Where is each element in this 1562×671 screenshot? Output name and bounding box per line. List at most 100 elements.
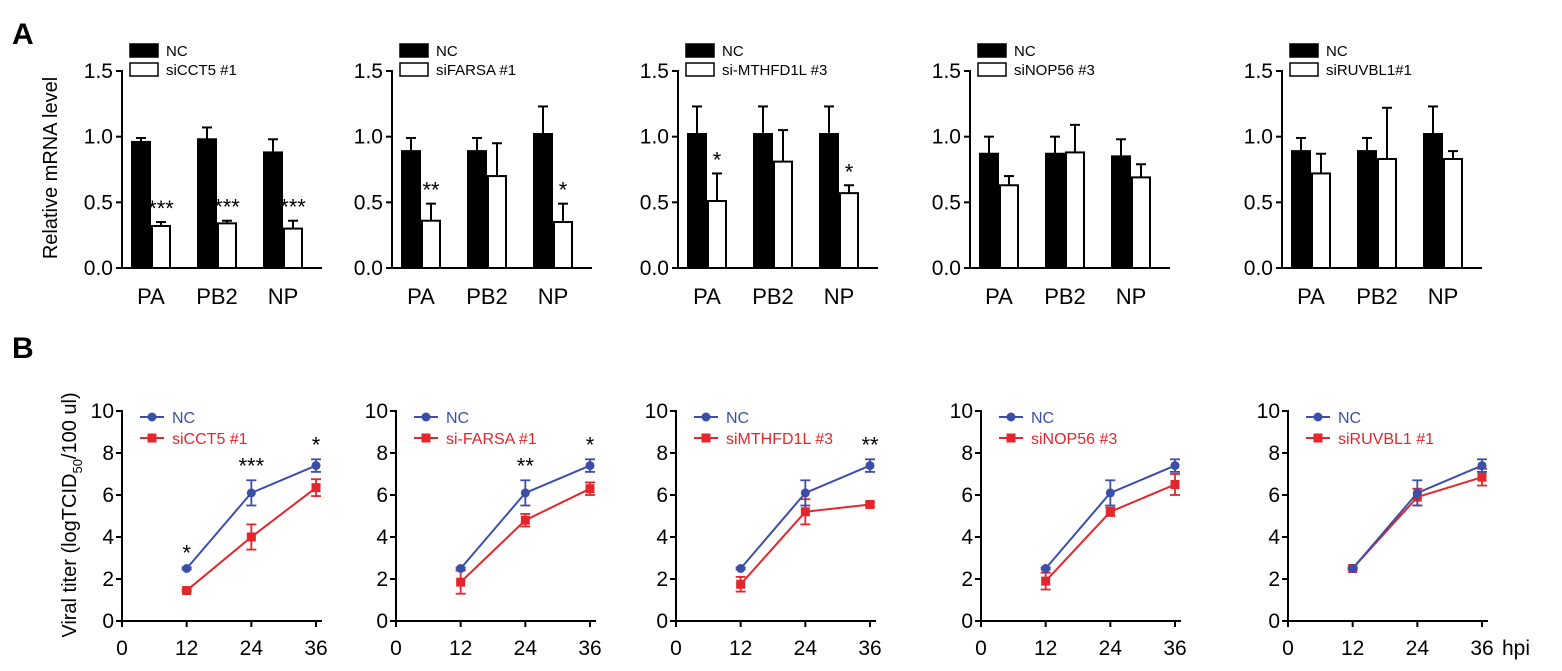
y-tick-label: 0 xyxy=(961,610,973,633)
legend-label-si: si-FARSA #1 xyxy=(446,431,537,448)
significance-label: ** xyxy=(861,432,879,457)
y-tick-label: 10 xyxy=(645,400,668,423)
legend-label-nc: NC xyxy=(436,43,458,60)
category-label: PA xyxy=(137,284,165,309)
y-tick-label: 0.0 xyxy=(354,257,383,280)
y-tick-label: 1.0 xyxy=(932,126,961,149)
y-axis-title-main: Viral titer (logTCID xyxy=(59,474,81,638)
legend-label-nc: NC xyxy=(726,410,749,427)
y-tick-label: 0 xyxy=(1268,610,1280,633)
legend-label-si: siCCT5 #1 xyxy=(166,62,237,79)
point-si xyxy=(736,579,746,589)
legend-label-nc: NC xyxy=(1338,410,1361,427)
bar-pb2-si xyxy=(487,175,507,269)
point-si xyxy=(520,515,530,525)
y-tick-label: 1.5 xyxy=(354,60,383,83)
y-tick-label: 0.0 xyxy=(640,257,669,280)
y-tick-label: 1.5 xyxy=(1244,60,1273,83)
bar-np-nc xyxy=(533,133,553,269)
y-tick-label: 6 xyxy=(1268,484,1280,507)
bar-pb2-nc xyxy=(467,150,487,269)
significance-label: *** xyxy=(238,453,264,478)
x-tick-label: 36 xyxy=(1470,637,1493,660)
point-nc xyxy=(311,461,321,471)
y-tick-label: 6 xyxy=(961,484,973,507)
point-si xyxy=(1477,472,1487,482)
bar-np-si xyxy=(283,227,303,270)
y-tick-label: 10 xyxy=(950,400,973,423)
legend-label-nc: NC xyxy=(1014,43,1036,60)
legend-marker-si xyxy=(147,433,157,443)
legend-swatch-nc xyxy=(977,43,1007,58)
y-tick-label: 1.5 xyxy=(640,60,669,83)
legend-label-nc: NC xyxy=(166,43,188,60)
y-tick-label: 0.5 xyxy=(1244,191,1273,214)
x-tick-label: 12 xyxy=(1341,637,1364,660)
legend-swatch-si xyxy=(399,62,429,77)
y-tick-label: 8 xyxy=(102,442,114,465)
category-label: NP xyxy=(1116,284,1147,309)
x-tick-label: 36 xyxy=(304,637,327,660)
bar-np-si xyxy=(839,192,859,269)
y-tick-label: 10 xyxy=(91,400,114,423)
x-tick-label: 12 xyxy=(729,637,752,660)
y-tick-label: 6 xyxy=(376,484,388,507)
category-label: NP xyxy=(1428,284,1459,309)
x-tick-label: 0 xyxy=(390,637,402,660)
point-si xyxy=(182,586,192,596)
bar-pa-si xyxy=(421,219,441,269)
x-tick-label: 24 xyxy=(240,637,264,660)
point-nc xyxy=(1041,564,1051,573)
bar-pa-si xyxy=(151,224,171,269)
bar-pb2-nc xyxy=(753,133,773,269)
legend-marker-si xyxy=(1313,433,1323,443)
point-nc xyxy=(182,564,192,573)
y-tick-label: 0.5 xyxy=(354,191,383,214)
legend-label-si: si-MTHFD1L #3 xyxy=(722,62,827,79)
legend-swatch-nc xyxy=(399,43,429,58)
y-tick-label: 1.0 xyxy=(354,126,383,149)
y-tick-label: 1.5 xyxy=(932,60,961,83)
category-label: PB2 xyxy=(466,284,508,309)
bar-pa-nc xyxy=(401,150,421,269)
y-tick-label: 10 xyxy=(1257,400,1280,423)
legend-swatch-si xyxy=(977,62,1007,77)
y-tick-label: 0 xyxy=(656,610,668,633)
category-label: NP xyxy=(538,284,569,309)
point-nc xyxy=(456,564,466,573)
point-nc xyxy=(1412,488,1422,498)
legend-swatch-si xyxy=(1289,62,1319,77)
y-tick-label: 4 xyxy=(376,526,388,549)
y-tick-label: 6 xyxy=(656,484,668,507)
y-tick-label: 4 xyxy=(1268,526,1280,549)
y-tick-label: 6 xyxy=(102,484,114,507)
bar-pa-si xyxy=(999,184,1019,269)
bar-pb2-si xyxy=(773,160,793,269)
x-tick-label: 24 xyxy=(1099,637,1123,660)
category-label: PA xyxy=(985,284,1013,309)
point-nc xyxy=(865,461,875,471)
y-tick-label: 0.5 xyxy=(640,191,669,214)
panel-label-a: A xyxy=(12,18,34,51)
legend-marker-nc xyxy=(421,412,431,422)
y-tick-label: 0 xyxy=(376,610,388,633)
point-si xyxy=(1105,507,1115,517)
point-si xyxy=(1170,480,1180,489)
y-tick-label: 2 xyxy=(656,568,668,591)
point-nc xyxy=(246,488,256,498)
bar-pa-si xyxy=(707,200,727,270)
significance-label: * xyxy=(713,147,722,172)
y-tick-label: 1.5 xyxy=(84,60,113,83)
x-tick-label: 36 xyxy=(858,637,881,660)
bar-pa-nc xyxy=(979,152,999,270)
point-nc xyxy=(800,488,810,498)
y-tick-label: 0.0 xyxy=(932,257,961,280)
y-tick-label: 0.5 xyxy=(932,191,961,214)
legend-marker-si xyxy=(421,433,431,443)
point-si xyxy=(246,532,256,542)
x-tick-label: 36 xyxy=(1163,637,1186,660)
significance-label: ** xyxy=(422,178,440,203)
y-tick-label: 8 xyxy=(1268,442,1280,465)
legend-marker-nc xyxy=(701,412,711,422)
